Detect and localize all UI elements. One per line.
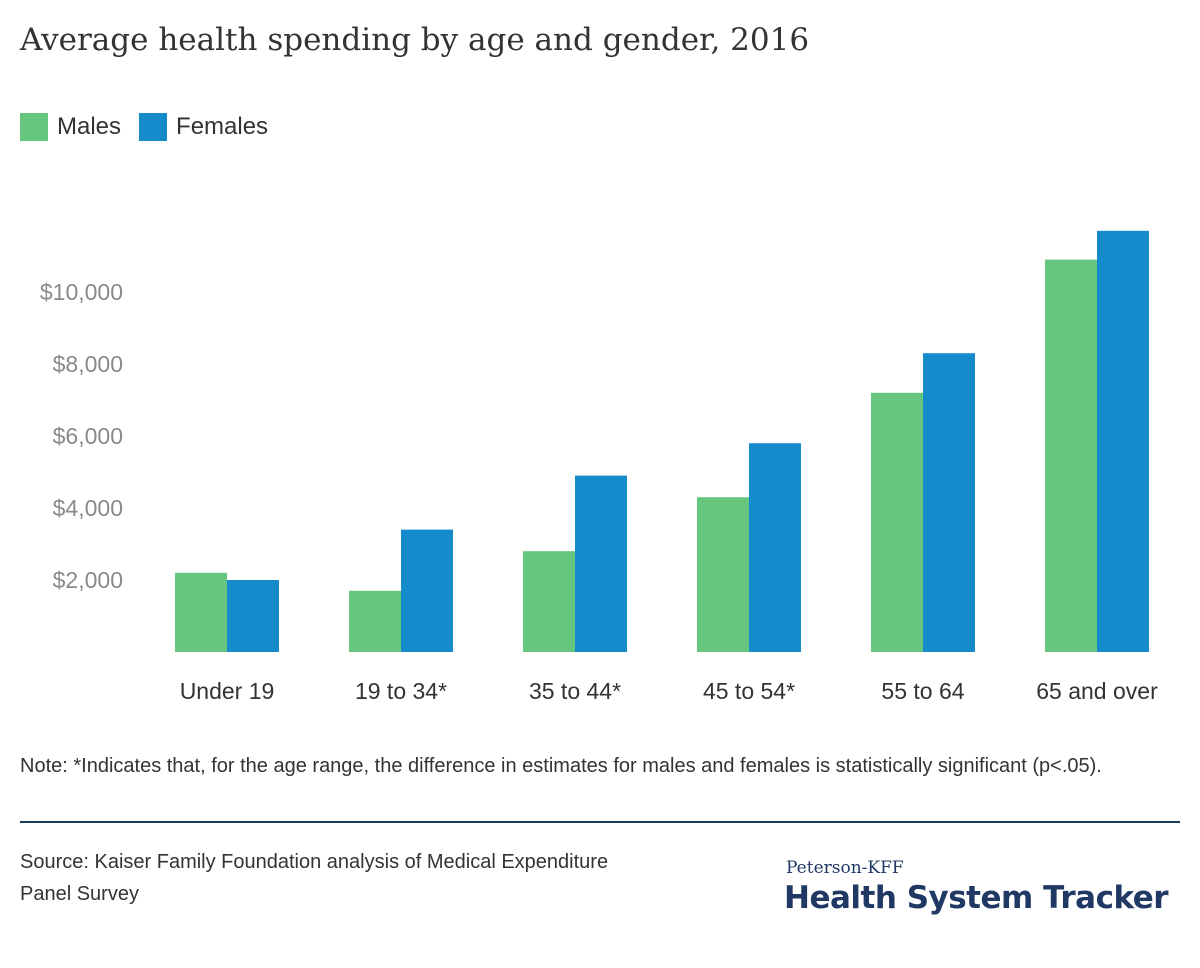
- chart-title: Average health spending by age and gende…: [20, 22, 810, 58]
- bar-males: [697, 497, 749, 652]
- bar-males: [175, 572, 227, 652]
- legend-swatch-males: [20, 113, 48, 141]
- bar-males: [871, 392, 923, 652]
- legend-item-males: Males: [20, 113, 121, 141]
- legend-label-females: Females: [176, 113, 269, 140]
- legend-label-males: Males: [57, 113, 122, 140]
- bar-males: [1045, 259, 1097, 652]
- legend-swatch-females: [139, 113, 168, 141]
- bar-females: [923, 353, 975, 652]
- bar-females: [575, 475, 627, 652]
- bar-males: [523, 551, 575, 652]
- x-category-label: Under 19: [180, 678, 275, 704]
- x-category-label: 19 to 34*: [355, 678, 447, 704]
- legend: Males Females: [20, 110, 286, 144]
- x-category-label: 35 to 44*: [529, 678, 621, 704]
- y-tick-label: $10,000: [40, 279, 123, 305]
- y-tick-label: $2,000: [53, 567, 123, 593]
- bar-chart: $2,000 $4,000 $6,000 $8,000 $10,000 Under 19 1…: [40, 230, 1158, 704]
- chart-note: Note: *Indicates that, for the age range…: [20, 755, 1102, 777]
- divider: [20, 821, 1180, 823]
- y-tick-label: $8,000: [53, 351, 123, 377]
- bar-females: [1097, 230, 1149, 653]
- bar-females: [401, 529, 453, 652]
- y-tick-label: $4,000: [53, 495, 123, 521]
- brand-subtitle: Peterson-KFF: [786, 858, 904, 878]
- y-tick-label: $6,000: [53, 423, 123, 449]
- bar-females: [227, 580, 279, 652]
- x-category-label: 55 to 64: [881, 678, 964, 704]
- bar-females: [749, 443, 801, 652]
- brand-logo-text: Health System Tracker: [784, 880, 1169, 916]
- chart-source: Source: Kaiser Family Foundation analysi…: [20, 851, 609, 905]
- legend-item-females: Females: [139, 113, 268, 141]
- x-category-label: 65 and over: [1036, 678, 1158, 704]
- x-category-label: 45 to 54*: [703, 678, 795, 704]
- bar-males: [349, 590, 401, 652]
